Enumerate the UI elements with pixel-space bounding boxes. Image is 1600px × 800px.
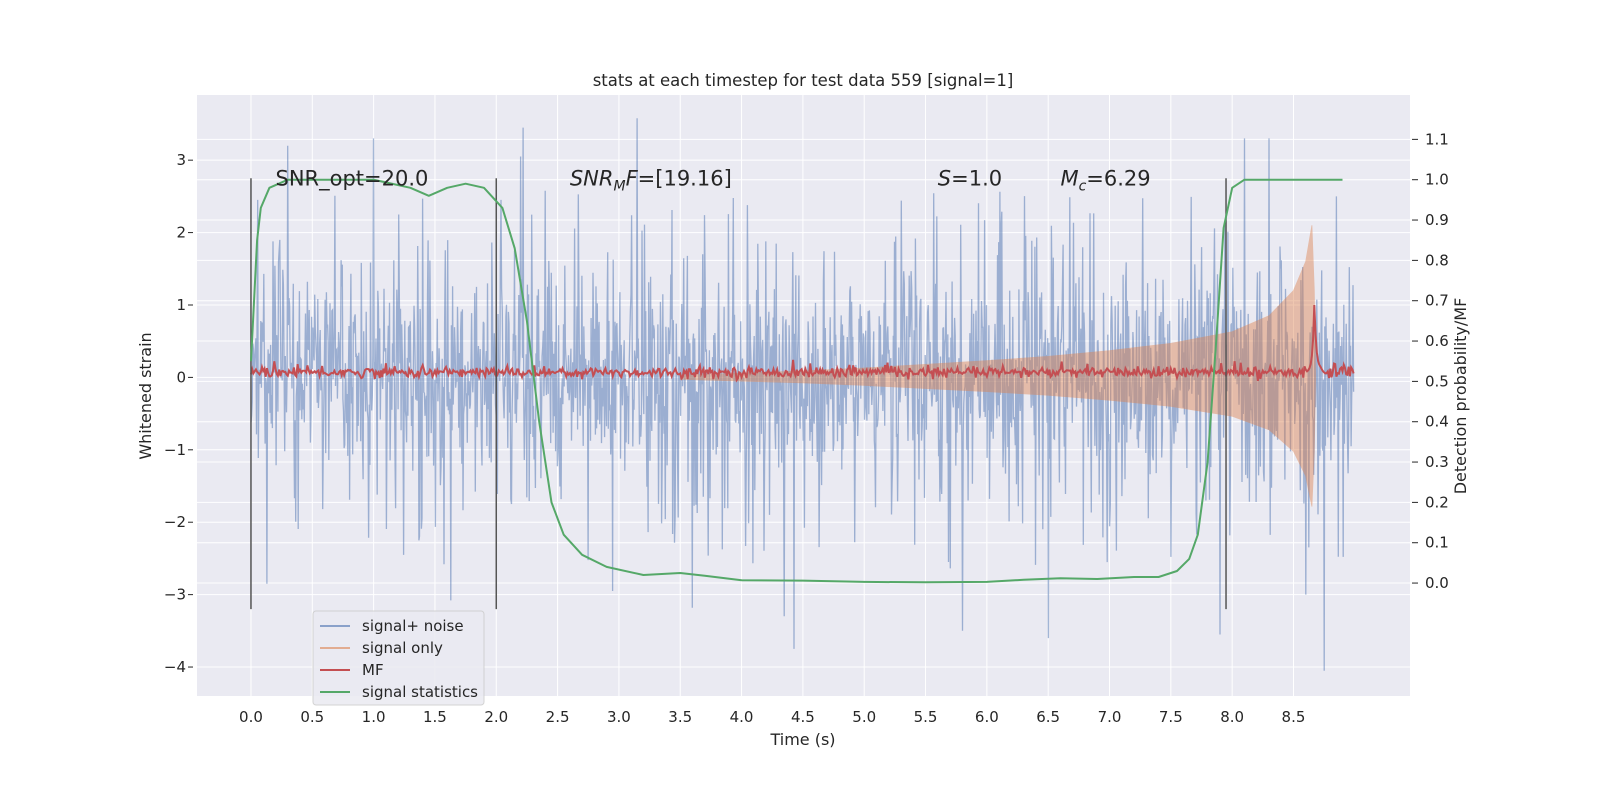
x-tick-label: 3.5: [668, 708, 692, 726]
x-tick-label: 1.0: [362, 708, 386, 726]
legend-label: MF: [362, 661, 384, 679]
x-axis-title: Time (s): [769, 730, 835, 749]
y2-axis-title: Detection probability/MF: [1451, 298, 1470, 495]
x-tick-label: 7.5: [1159, 708, 1183, 726]
y-tick-label: 3: [176, 151, 186, 169]
y2-tick-label: 0.8: [1425, 251, 1449, 269]
x-tick-label: 4.5: [791, 708, 815, 726]
x-tick-label: 5.5: [914, 708, 938, 726]
signal-only-series: [679, 225, 1317, 507]
plot-area-background: [197, 95, 1410, 696]
annotation-text: SNR_opt=20.0: [275, 167, 428, 192]
y-tick-label: 2: [176, 224, 186, 242]
y-tick-label: 1: [176, 296, 186, 314]
x-tick-label: 5.0: [852, 708, 876, 726]
y2-tick-label: 0.9: [1425, 211, 1449, 229]
x-tick-label: 8.0: [1220, 708, 1244, 726]
x-tick-label: 0.0: [239, 708, 263, 726]
tick-labels: 0.0 0.5 1.0 1.5 2.0 2.5 3.0 3.5 4.0 4.5 5.0 5.5 6.0 6…: [164, 130, 1449, 726]
x-tick-label: 6.0: [975, 708, 999, 726]
signal-statistics-series: [250, 178, 1343, 584]
y-tick-label: −2: [164, 513, 186, 531]
y2-tick-label: 0.6: [1425, 332, 1449, 350]
x-tick-label: 8.5: [1282, 708, 1306, 726]
annotation-text: SNRMF=[19.16]: [570, 167, 732, 195]
y-tick-label: −3: [164, 586, 186, 604]
x-tick-label: 3.0: [607, 708, 631, 726]
y2-tick-label: 0.7: [1425, 292, 1449, 310]
y2-tick-label: 1.0: [1425, 171, 1449, 189]
y2-tick-label: 0.5: [1425, 372, 1449, 390]
y2-tick-label: 0.0: [1425, 574, 1449, 592]
annotations: SNR_opt=20.0 SNRMF=[19.16] S=1.0 Mc=6.29: [275, 167, 1150, 195]
mf-line: [250, 304, 1355, 383]
x-tick-label: 0.5: [300, 708, 324, 726]
y2-tick-label: 0.1: [1425, 534, 1449, 552]
signal-statistics-line: [250, 178, 1343, 584]
legend-label: signal+ noise: [362, 617, 464, 635]
x-tick-label: 1.5: [423, 708, 447, 726]
y2-tick-label: 0.4: [1425, 413, 1449, 431]
x-tick-label: 6.5: [1036, 708, 1060, 726]
x-tick-label: 7.0: [1098, 708, 1122, 726]
y2-tick-label: 0.2: [1425, 493, 1449, 511]
chart-title: stats at each timestep for test data 559…: [593, 71, 1014, 90]
signal-noise-series: [250, 118, 1355, 671]
legend-label: signal only: [362, 639, 443, 657]
annotation-text: Mc=6.29: [1060, 167, 1150, 195]
legend-label: signal statistics: [362, 683, 478, 701]
x-tick-label: 4.0: [730, 708, 754, 726]
signal-only-envelope: [679, 225, 1317, 507]
mf-series: [250, 304, 1355, 383]
y-axis-title: Whitened strain: [136, 332, 155, 459]
y2-tick-label: 1.1: [1425, 130, 1449, 148]
y-tick-label: −1: [164, 441, 186, 459]
signal-noise-line: [250, 118, 1355, 671]
legend-box: [312, 610, 485, 706]
x-tick-label: 2.5: [546, 708, 570, 726]
y-tick-label: −4: [164, 658, 186, 676]
y-tick-label: 0: [176, 368, 186, 386]
legend: signal+ noise signal only MF signal statist…: [312, 610, 485, 706]
y2-tick-label: 0.3: [1425, 453, 1449, 471]
vertical-markers: [250, 178, 1227, 610]
x-tick-label: 2.0: [484, 708, 508, 726]
annotation-text: S=1.0: [938, 167, 1002, 191]
